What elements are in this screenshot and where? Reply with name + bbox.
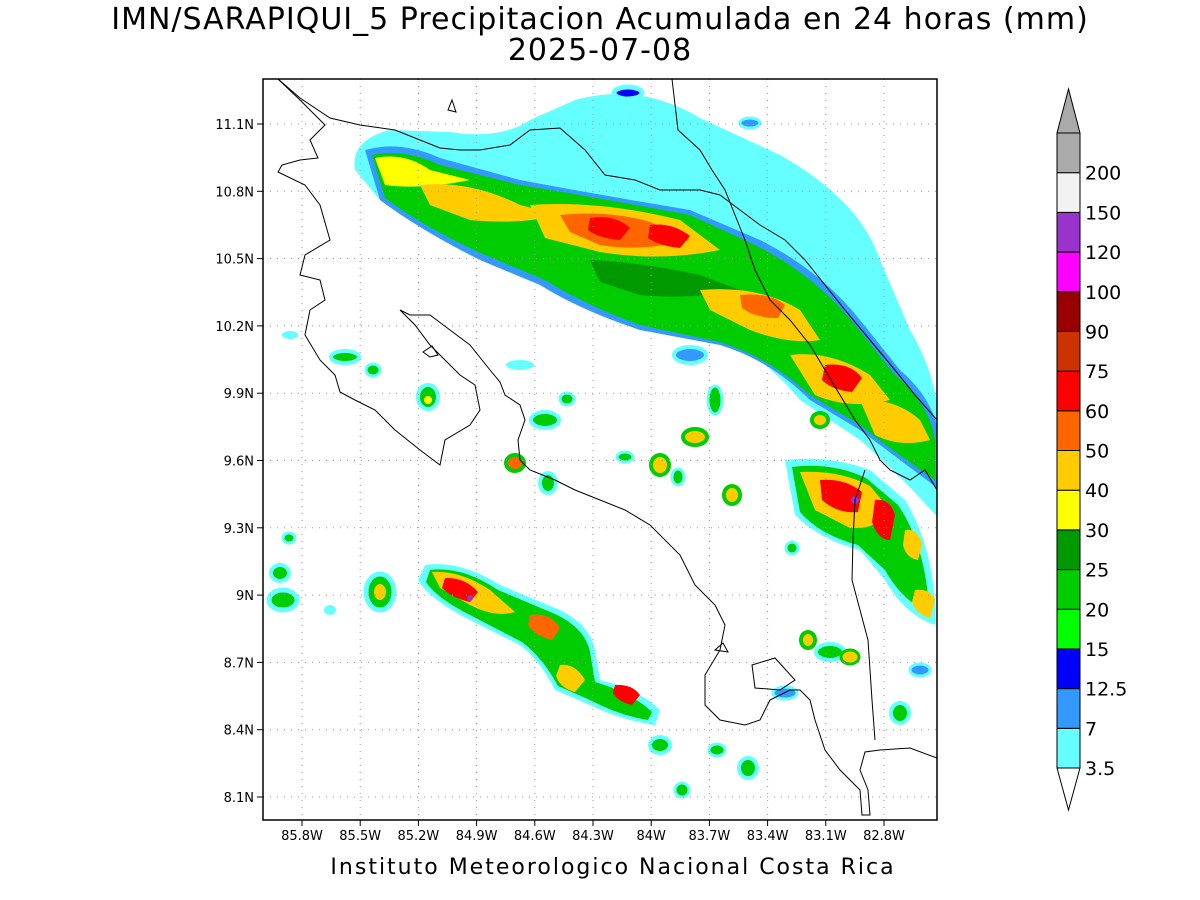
colorbar-label: 20 [1085, 599, 1109, 621]
colorbar-label: 150 [1085, 202, 1121, 224]
colorbar-swatch [1056, 291, 1081, 332]
rain-cluster-southeast [785, 458, 935, 625]
lon-tick-label: 84.3W [572, 829, 614, 844]
precip-field [266, 84, 937, 799]
colorbar-label: 15 [1085, 639, 1109, 661]
colorbar-label: 60 [1085, 401, 1109, 423]
colorbar-swatch [1056, 727, 1081, 769]
colorbar-label: 25 [1085, 560, 1109, 582]
colorbar-swatch [1056, 330, 1081, 372]
longitude-axis: 85.8W 85.5W 85.2W 84.9W 84.6W 84.3W 84W 83.7W 83… [281, 820, 905, 844]
colorbar-min-arrow [1056, 767, 1081, 812]
colorbar-swatch [1056, 489, 1081, 531]
lon-tick-label: 84W [636, 829, 666, 844]
map-title: IMN/SARAPIQUI_5 Precipitacion Acumulada … [111, 2, 1089, 37]
lat-tick-label: 8.4N [224, 724, 254, 739]
colorbar-swatch [1056, 648, 1081, 690]
rain-band-southwest [418, 564, 660, 725]
lon-tick-label: 85.2W [397, 829, 439, 844]
colorbar-label: 7 [1085, 718, 1097, 740]
colorbar-swatch [1056, 688, 1081, 729]
lon-tick-label: 83.4W [747, 829, 789, 844]
lat-tick-label: 10.5N [215, 253, 254, 268]
colorbar-label: 120 [1085, 242, 1121, 264]
lon-tick-label: 83.1W [805, 829, 847, 844]
lat-tick-label: 9N [236, 589, 254, 604]
lat-tick-label: 8.7N [224, 656, 254, 671]
lat-tick-label: 10.2N [215, 320, 254, 335]
lon-tick-label: 85.8W [281, 829, 323, 844]
colorbar-label: 50 [1085, 441, 1109, 463]
lon-tick-label: 82.8W [863, 829, 905, 844]
colorbar-swatch [1056, 370, 1081, 412]
map-frame [262, 78, 938, 821]
lon-tick-label: 84.6W [514, 829, 556, 844]
lat-tick-label: 10.8N [215, 185, 254, 200]
colorbar-label: 12.5 [1085, 679, 1127, 701]
lat-tick-label: 9.6N [224, 455, 254, 470]
lat-tick-label: 8.1N [224, 791, 254, 806]
lat-tick-label: 11.1N [215, 118, 254, 133]
colorbar-swatch [1056, 172, 1081, 213]
footer-credit: Instituto Meteorologico Nacional Costa R… [330, 855, 896, 880]
colorbar-label: 90 [1085, 321, 1109, 343]
coastlines [277, 79, 937, 816]
colorbar-label: 200 [1085, 163, 1121, 185]
colorbar-label: 30 [1085, 520, 1109, 542]
latitude-axis: 11.1N 10.8N 10.5N 10.2N 9.9N 9.6N 9.3N 9N 8.7N 8.… [215, 118, 263, 806]
colorbar-label: 100 [1085, 282, 1121, 304]
colorbar-swatch [1056, 251, 1081, 293]
colorbar-label: 75 [1085, 361, 1109, 383]
colorbar-max-arrow [1056, 87, 1081, 134]
colorbar-swatch [1056, 132, 1081, 174]
colorbar-label: 40 [1085, 480, 1109, 502]
lon-tick-label: 83.7W [688, 829, 730, 844]
colorbar-swatch [1056, 211, 1081, 253]
map-date: 2025-07-08 [507, 33, 693, 68]
colorbar-swatch [1056, 410, 1081, 451]
colorbar-swatch [1056, 529, 1081, 571]
lat-tick-label: 9.3N [224, 522, 254, 537]
lon-tick-label: 84.9W [456, 829, 498, 844]
rain-band-north [354, 94, 937, 517]
colorbar-swatch [1056, 608, 1081, 650]
colorbar-label: 3.5 [1085, 758, 1115, 780]
lon-tick-label: 85.5W [339, 829, 381, 844]
colorbar: 3.5 7 12.5 15 20 25 30 40 50 60 75 90 100 120 150 200 [1056, 87, 1127, 812]
lat-tick-label: 9.9N [224, 387, 254, 402]
colorbar-swatch [1056, 569, 1081, 610]
graticule [263, 79, 937, 820]
colorbar-swatch [1056, 450, 1081, 491]
